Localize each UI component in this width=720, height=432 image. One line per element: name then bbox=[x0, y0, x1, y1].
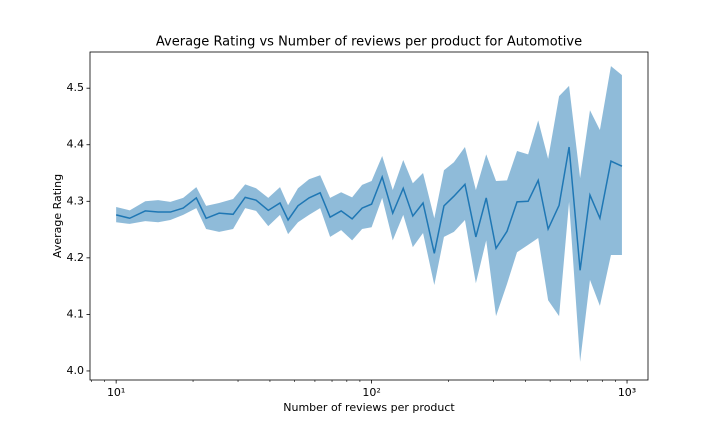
y-tick-label: 4.3 bbox=[67, 194, 85, 207]
chart-title: Average Rating vs Number of reviews per … bbox=[156, 35, 582, 50]
x-axis-label: Number of reviews per product bbox=[283, 401, 455, 414]
y-tick-label: 4.1 bbox=[67, 307, 85, 320]
x-tick-label: 10² bbox=[362, 386, 380, 399]
y-tick-label: 4.2 bbox=[67, 251, 85, 264]
x-tick-label: 10¹ bbox=[107, 386, 125, 399]
y-tick-label: 4.4 bbox=[67, 138, 85, 151]
mean-line bbox=[115, 146, 623, 271]
x-tick-label: 10³ bbox=[618, 386, 636, 399]
y-tick-label: 4.5 bbox=[67, 81, 85, 94]
plot-frame bbox=[89, 51, 649, 381]
confidence-band bbox=[116, 66, 622, 362]
y-tick-label: 4.0 bbox=[67, 364, 85, 377]
y-axis-label: Average Rating bbox=[51, 174, 64, 258]
